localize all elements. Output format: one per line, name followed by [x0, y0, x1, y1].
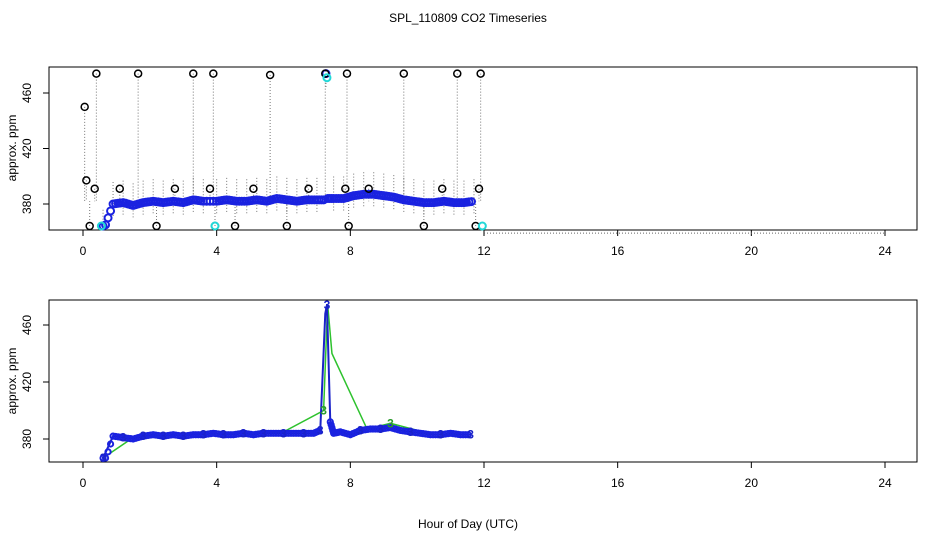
- marker-label-green: 3: [320, 404, 327, 418]
- data-point-black: [82, 176, 91, 185]
- bottom-plot-frame: [48, 299, 918, 463]
- data-point-black: [304, 184, 313, 193]
- top-panel: approx. ppm 0 4 8 12 16 20 24 380 420 460: [5, 66, 918, 258]
- data-point-black: [341, 184, 350, 193]
- bottom-xtick-label: 16: [611, 476, 625, 490]
- data-point-black: [85, 221, 94, 231]
- marker-label-green: 3: [387, 416, 394, 430]
- marker-label: 3: [240, 426, 247, 440]
- bottom-xtick-label: 12: [477, 476, 491, 490]
- data-point-blue: [208, 196, 218, 206]
- x-axis-title: Hour of Day (UTC): [418, 517, 518, 531]
- marker-label: 3: [120, 431, 127, 445]
- data-point-black: [342, 69, 352, 78]
- marker-label: 3: [300, 426, 307, 440]
- top-ylabel: approx. ppm: [5, 115, 19, 182]
- top-ytick-label: 420: [20, 138, 34, 158]
- bottom-ytick-label: 420: [20, 372, 34, 392]
- data-point-black: [364, 184, 373, 193]
- marker-label: 3: [180, 429, 187, 443]
- bottom-xtick-label: 8: [347, 476, 354, 490]
- data-point-black: [152, 221, 161, 231]
- marker-label: 3: [407, 425, 414, 439]
- data-point-cyan: [322, 73, 332, 83]
- marker-label: 3: [200, 428, 207, 442]
- bottom-xtick-label: 20: [745, 476, 759, 490]
- data-point-black: [474, 184, 484, 193]
- top-xtick-label: 24: [878, 244, 892, 258]
- data-point-cyan: [477, 221, 487, 231]
- top-ytick-label: 460: [20, 83, 34, 103]
- data-point-black: [90, 184, 99, 193]
- marker-label: 3: [377, 422, 384, 436]
- data-point-black: [249, 184, 258, 193]
- top-xtick-label: 4: [213, 244, 220, 258]
- data-point-blue: [106, 440, 115, 448]
- bottom-ytick-label: 460: [20, 315, 34, 335]
- data-point-black: [230, 221, 240, 231]
- marker-label: 3: [140, 429, 147, 443]
- bottom-ytick-label: 380: [20, 429, 34, 449]
- data-point-cyan: [210, 221, 220, 231]
- data-point-blue: [464, 431, 472, 439]
- marker-label: 3: [220, 428, 227, 442]
- data-point-black: [321, 69, 330, 78]
- data-point-black: [209, 69, 218, 78]
- data-point-black: [282, 221, 292, 231]
- data-point-blue: [99, 454, 107, 462]
- data-point-black: [453, 69, 462, 78]
- top-ytick-label: 380: [20, 194, 34, 214]
- marker-label: 3: [324, 298, 331, 312]
- bottom-ylabel: approx. ppm: [5, 348, 19, 415]
- data-point-blue: [101, 454, 110, 462]
- data-point-black: [399, 69, 409, 78]
- data-point-black: [189, 69, 198, 78]
- bottom-xtick-label: 24: [878, 476, 892, 490]
- data-point-cyan: [96, 221, 106, 231]
- chart-title: SPL_110809 CO2 Timeseries: [389, 11, 547, 25]
- marker-label: 3: [357, 423, 364, 437]
- marker-label: 3: [317, 423, 324, 437]
- top-xtick-label: 8: [347, 244, 354, 258]
- top-xtick-label: 0: [80, 244, 87, 258]
- data-point-black: [170, 184, 180, 193]
- marker-label: 3: [260, 426, 267, 440]
- data-point-black: [265, 70, 275, 80]
- data-point-black: [419, 221, 429, 231]
- data-point-blue: [466, 197, 476, 207]
- bottom-xtick-label: 0: [80, 476, 87, 490]
- top-xtick-label: 16: [611, 244, 625, 258]
- marker-label: 3: [467, 428, 474, 442]
- data-point-black: [344, 221, 353, 231]
- marker-label: 3: [437, 428, 444, 442]
- marker-label: 3: [280, 426, 287, 440]
- marker-label: 3: [100, 451, 107, 465]
- data-point-blue: [104, 448, 112, 456]
- data-point-black: [80, 102, 89, 112]
- top-xtick-label: 12: [477, 244, 491, 258]
- data-point-black: [92, 69, 101, 78]
- data-point-black: [437, 184, 447, 193]
- data-point-black: [205, 184, 215, 193]
- data-point-black: [476, 69, 485, 78]
- data-point-black: [115, 184, 125, 193]
- top-xtick-label: 20: [745, 244, 759, 258]
- data-point-blue: [314, 427, 323, 435]
- data-point-blue: [462, 431, 470, 439]
- bottom-xtick-label: 4: [213, 476, 220, 490]
- data-point-black: [133, 69, 143, 78]
- marker-label: 3: [160, 429, 167, 443]
